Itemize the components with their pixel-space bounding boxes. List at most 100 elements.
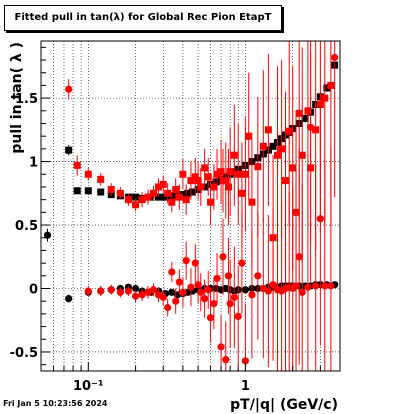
data-point [285,127,293,135]
data-layer [43,41,339,371]
data-point [107,286,115,294]
data-point [116,189,124,197]
data-point [97,175,105,183]
data-point [307,123,315,131]
data-point [182,196,190,204]
data-point [191,173,199,181]
data-point [298,151,306,159]
data-point [264,126,272,134]
data-point [132,193,140,201]
data-point [295,109,303,117]
data-point [219,253,227,261]
data-point [65,85,73,93]
x-tick-label: 10⁻¹ [73,379,104,394]
data-point [298,288,306,296]
data-point [273,151,281,159]
data-point [168,198,176,206]
data-point [248,198,256,206]
data-point [97,287,105,295]
data-point [226,300,234,308]
data-point [159,180,167,188]
data-point [301,114,309,122]
data-point [144,288,152,296]
data-point [254,163,262,171]
data-point [194,281,202,289]
series-0 [65,61,339,202]
data-point [321,282,329,290]
data-point [238,259,246,267]
data-point [116,288,124,296]
data-point [241,170,249,178]
data-point [248,291,256,299]
data-point [269,281,277,289]
data-point [234,312,242,321]
plot-frame [40,40,341,372]
data-point [159,293,167,301]
data-point [168,288,176,296]
data-point [241,357,250,365]
data-point [304,107,312,115]
y-tick-label: 1 [29,156,38,171]
data-point [238,189,246,197]
data-point [132,201,140,209]
data-point [187,177,195,185]
data-point [323,84,331,92]
data-point [149,189,157,197]
data-point [197,288,205,296]
tick-layer [40,46,341,371]
data-point [254,272,262,280]
data-point [212,178,220,186]
data-point [278,145,286,153]
data-point [155,193,163,201]
data-point [292,282,300,290]
data-point [43,231,52,239]
data-point [316,215,324,223]
data-point [179,288,187,296]
y-axis-title: pull in tan( λ ) [9,42,25,154]
data-point [331,53,339,62]
data-point [161,193,169,201]
data-point [65,295,73,303]
data-point [282,177,290,185]
data-point [234,170,242,178]
data-point [226,168,234,176]
data-point [201,295,209,303]
grid-layer [40,41,341,371]
data-point [138,196,146,204]
data-point [197,183,205,191]
data-point [172,186,180,193]
data-point [107,186,115,193]
data-point [213,170,221,178]
data-point [164,303,172,312]
data-point [204,173,212,181]
data-point [217,168,225,176]
data-point [206,314,215,322]
data-point [124,287,133,295]
data-point [144,193,152,201]
data-point [213,274,221,282]
data-point [73,187,81,195]
data-point [155,183,163,191]
chart-title: Fitted pull in tan(λ) for Global Rec Pio… [14,12,272,23]
data-point [230,151,238,159]
data-point [149,286,158,294]
data-point [222,177,230,185]
data-point [182,256,190,265]
data-point [84,287,92,295]
data-point [124,196,132,204]
data-point [187,283,195,291]
data-point [138,291,146,299]
data-point [164,189,172,197]
data-point [264,287,272,295]
data-point [295,253,303,261]
data-point [312,282,320,290]
data-point [327,81,335,89]
x-axis-title: pT/|q| (GeV/c) [230,397,338,413]
data-point [207,198,215,206]
data-point [222,355,230,364]
data-point [73,161,81,169]
data-point [224,272,233,280]
data-point [65,146,73,154]
data-point [191,259,199,267]
series-2 [73,41,335,321]
